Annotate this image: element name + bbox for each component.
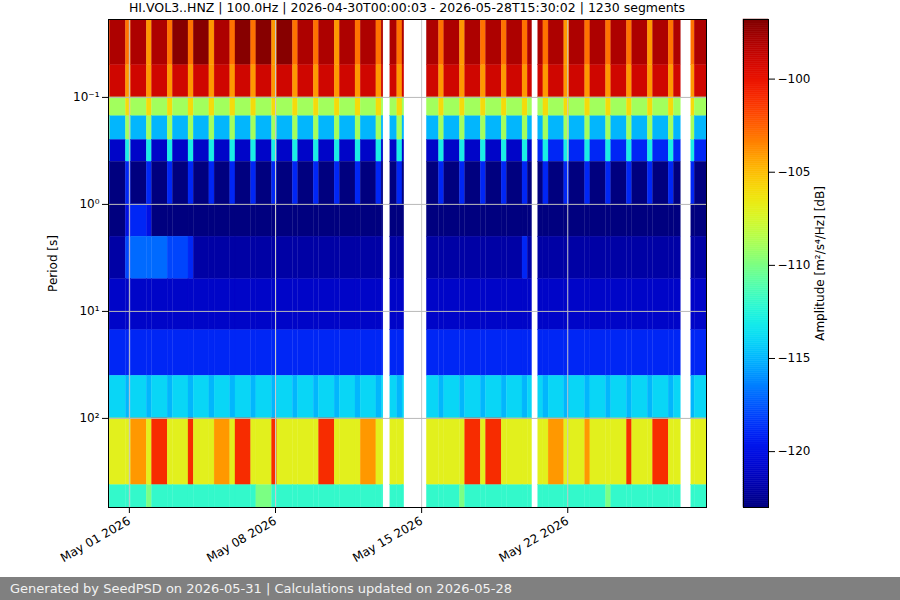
svg-text:May 01 2026: May 01 2026 — [58, 514, 133, 565]
svg-text:−115: −115 — [778, 351, 811, 365]
svg-text:−100: −100 — [778, 72, 811, 86]
svg-text:−120: −120 — [778, 444, 811, 458]
svg-text:May 15 2026: May 15 2026 — [350, 514, 425, 565]
svg-text:−105: −105 — [778, 165, 811, 179]
svg-text:10¹: 10¹ — [79, 304, 99, 318]
html-text:HI.VOL3..HNZ | 100.0Hz | 2026-: HI.VOL3..HNZ | 100.0Hz | 2026-04-30T00:0… — [129, 0, 685, 15]
html-text:Generated by SeedPSD on 2026-0: Generated by SeedPSD on 2026-05-31 | Cal… — [10, 581, 512, 596]
svg-text:Period [s]: Period [s] — [46, 235, 60, 292]
svg-text:May 08 2026: May 08 2026 — [204, 514, 279, 565]
svg-text:Amplitude [m²/s⁴/Hz] [dB]: Amplitude [m²/s⁴/Hz] [dB] — [813, 186, 827, 341]
svg-text:May 22 2026: May 22 2026 — [496, 514, 571, 565]
svg-text:10⁻¹: 10⁻¹ — [73, 90, 100, 104]
svg-text:10⁰: 10⁰ — [79, 197, 99, 211]
svg-text:−110: −110 — [778, 258, 811, 272]
svg-text:10²: 10² — [79, 411, 99, 425]
